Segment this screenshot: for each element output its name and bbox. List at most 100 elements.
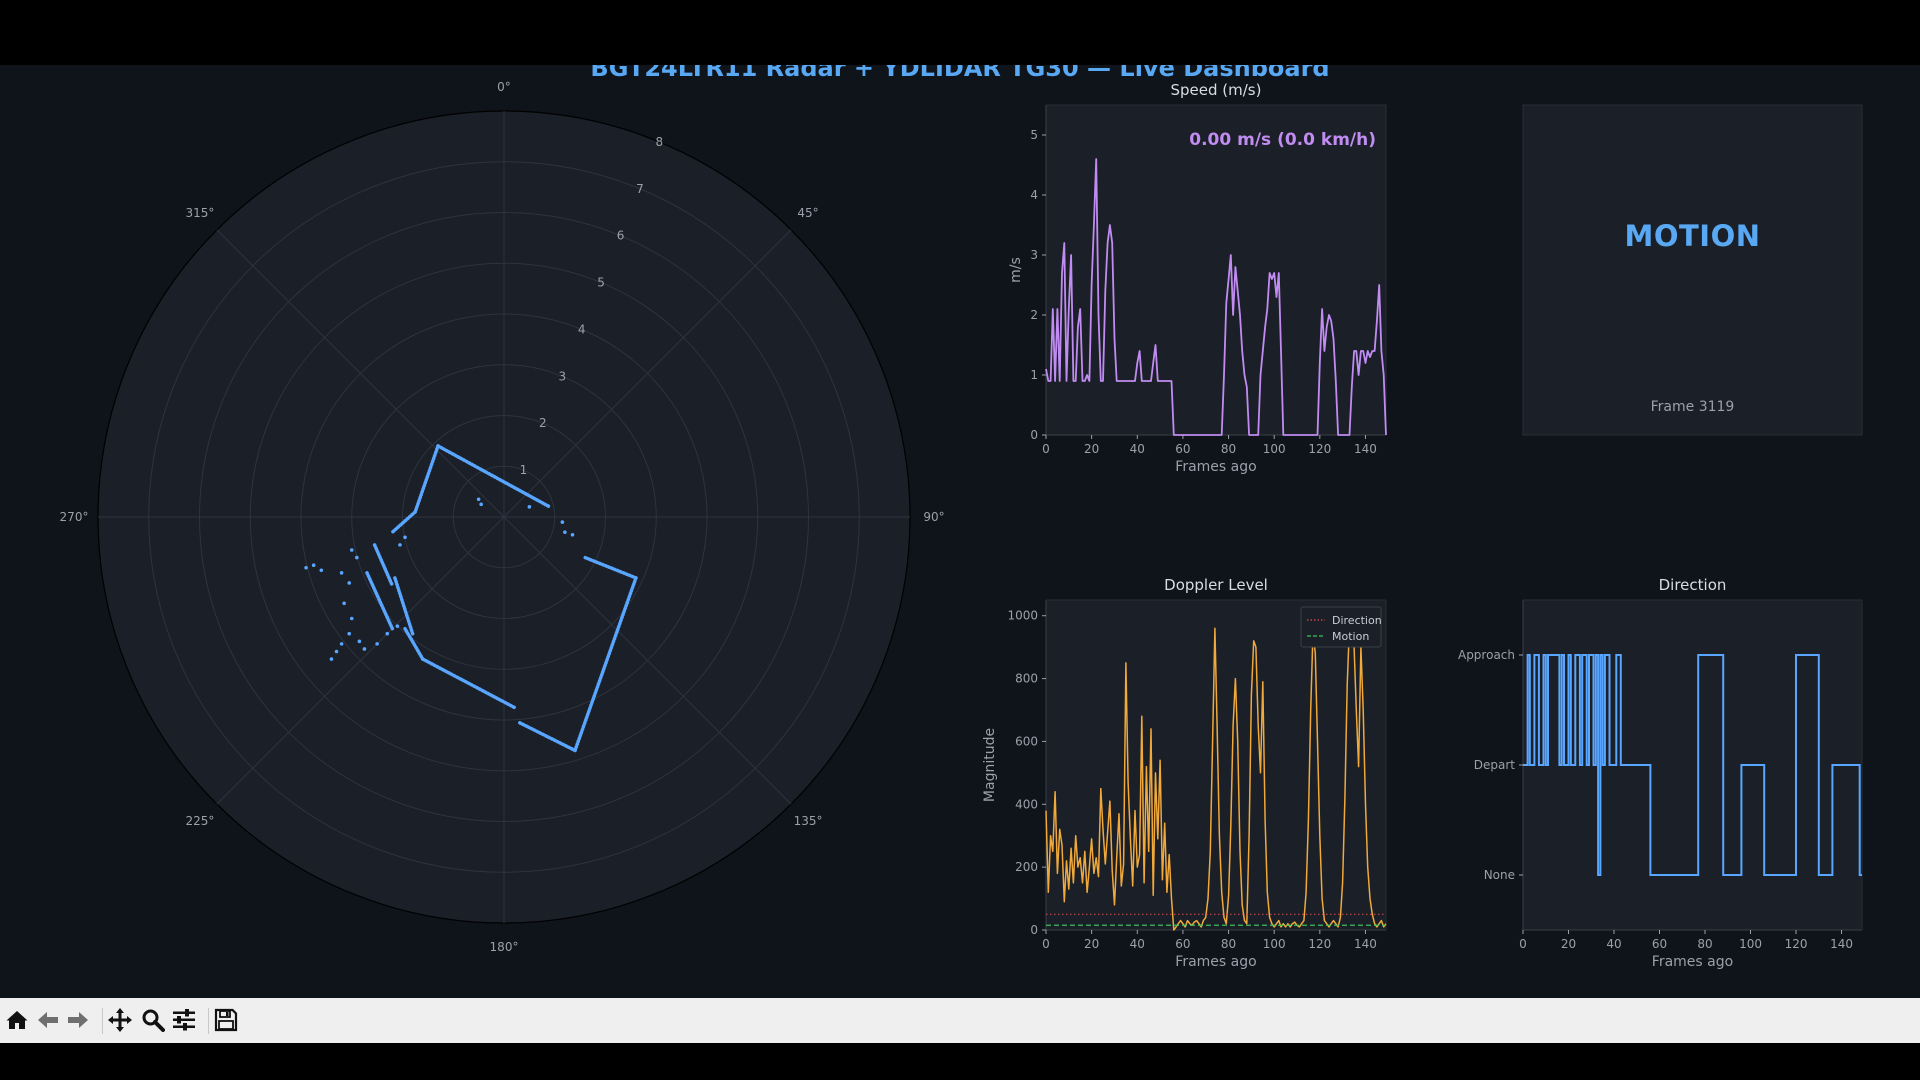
lidar-wall-segment xyxy=(436,444,552,509)
lidar-point xyxy=(560,520,565,524)
back-arrow-icon xyxy=(38,1012,58,1028)
x-tick-label: 80 xyxy=(1221,937,1236,951)
x-tick-label: 60 xyxy=(1175,442,1190,456)
plot-toolbar xyxy=(0,998,1920,1043)
lidar-point xyxy=(527,505,532,509)
y-tick-label: 4 xyxy=(1030,188,1038,202)
x-tick-label: 0 xyxy=(1519,937,1527,951)
y-tick-label: 600 xyxy=(1015,734,1038,748)
y-axis-label: m/s xyxy=(1008,257,1024,283)
save-button[interactable] xyxy=(212,1006,240,1034)
speed-readout: 0.00 m/s (0.0 km/h) xyxy=(1189,130,1376,150)
y-tick-label: 200 xyxy=(1015,860,1038,874)
lidar-point xyxy=(319,568,324,573)
polar-grid-spoke xyxy=(216,516,505,805)
lidar-point xyxy=(355,555,359,560)
lidar-wall-segment xyxy=(372,543,395,588)
lidar-point xyxy=(362,647,367,651)
lidar-point xyxy=(311,563,316,568)
polar-theta-label: 45° xyxy=(797,206,818,220)
x-tick-label: 140 xyxy=(1354,442,1377,456)
lidar-point xyxy=(347,631,352,636)
back-button[interactable] xyxy=(34,1006,62,1034)
y-tick-label: None xyxy=(1484,868,1515,882)
configure-subplots-button[interactable] xyxy=(170,1006,198,1034)
configure-subplots-icon xyxy=(173,1009,195,1031)
status-panel xyxy=(1522,104,1863,436)
zoom-icon xyxy=(142,1009,165,1032)
lidar-wall-segment xyxy=(573,576,638,753)
x-tick-label: 120 xyxy=(1308,937,1331,951)
x-axis-label: Frames ago xyxy=(1175,954,1256,970)
pan-button[interactable] xyxy=(106,1006,134,1034)
y-tick-label: Depart xyxy=(1474,758,1516,772)
polar-r-tick-label: 4 xyxy=(578,322,586,336)
lidar-point xyxy=(357,639,362,644)
lidar-point xyxy=(476,497,481,502)
toolbar-separator xyxy=(102,1008,103,1034)
x-tick-label: 80 xyxy=(1221,442,1236,456)
polar-theta-label: 0° xyxy=(497,80,511,94)
polar-theta-label: 180° xyxy=(490,940,519,954)
dashboard-title: BGT24LTR11 Radar + YDLIDAR TG30 — Live D… xyxy=(590,65,1329,82)
legend-direction-label: Direction xyxy=(1332,614,1382,627)
lidar-wall-segment xyxy=(413,444,440,514)
lidar-wall-segment xyxy=(403,626,425,661)
polar-grid-spoke xyxy=(503,516,792,805)
doppler-chart[interactable]: Doppler Level 0 20 40 60 80 100 120 140 Frames ag… xyxy=(982,576,1387,970)
polar-theta-label: 270° xyxy=(60,510,89,524)
lidar-polar-plot[interactable]: 1 2 3 4 5 6 7 8 0° 45° 90° 135° 180° 225° 270° 315° xyxy=(60,80,945,954)
lidar-point xyxy=(563,530,567,535)
y-tick-label: 5 xyxy=(1030,128,1038,142)
lidar-point xyxy=(395,624,400,628)
zoom-button[interactable] xyxy=(139,1006,167,1034)
status-panel-box xyxy=(1522,104,1863,436)
x-tick-label: 100 xyxy=(1739,937,1762,951)
polar-r-tick-label: 7 xyxy=(636,182,644,196)
polar-grid-spoke xyxy=(503,229,792,518)
x-tick-label: 140 xyxy=(1830,937,1853,951)
lidar-wall-segment xyxy=(393,576,415,636)
speed-series-line xyxy=(1045,158,1387,436)
lidar-point xyxy=(398,543,402,547)
lidar-point xyxy=(375,642,379,646)
lidar-point xyxy=(304,565,308,570)
x-tick-label: 80 xyxy=(1697,937,1712,951)
y-tick-label: 1 xyxy=(1030,368,1038,382)
frame-counter: Frame 3119 xyxy=(1650,399,1735,415)
lidar-point xyxy=(342,601,346,606)
y-tick-label: Approach xyxy=(1458,648,1515,662)
y-tick-label: 2 xyxy=(1030,308,1038,322)
x-tick-label: 120 xyxy=(1785,937,1808,951)
lidar-wall-segment xyxy=(390,510,417,534)
x-axis-label: Frames ago xyxy=(1652,954,1733,970)
polar-theta-label: 135° xyxy=(794,814,823,828)
x-tick-label: 100 xyxy=(1263,442,1286,456)
motion-status-text: MOTION xyxy=(1624,219,1761,253)
x-tick-label: 40 xyxy=(1130,937,1145,951)
polar-r-tick-label: 5 xyxy=(597,276,605,290)
home-button[interactable] xyxy=(3,1006,31,1034)
x-tick-label: 60 xyxy=(1175,937,1190,951)
forward-button[interactable] xyxy=(64,1006,92,1034)
direction-chart[interactable]: Direction 0 20 40 60 80 100 120 140 Frames ago Non… xyxy=(1458,576,1863,970)
figure-canvas[interactable]: 1 2 3 4 5 6 7 8 0° 45° 90° 135° 180° 225° 270° 315° Spe… xyxy=(0,65,1920,998)
x-tick-label: 140 xyxy=(1354,937,1377,951)
toolbar-separator xyxy=(208,1008,209,1034)
polar-theta-label: 90° xyxy=(923,510,944,524)
polar-theta-label: 315° xyxy=(185,206,214,220)
y-axis-label: Magnitude xyxy=(982,728,998,802)
y-tick-label: 400 xyxy=(1015,797,1038,811)
lidar-point xyxy=(385,631,390,636)
figure-svg: 1 2 3 4 5 6 7 8 0° 45° 90° 135° 180° 225° 270° 315° Spe… xyxy=(60,65,1863,970)
lidar-wall-segment xyxy=(583,555,638,580)
lidar-point xyxy=(329,657,334,661)
lidar-wall-segment xyxy=(517,720,577,753)
chart-title: Direction xyxy=(1659,576,1727,594)
x-tick-label: 100 xyxy=(1263,937,1286,951)
y-tick-label: 3 xyxy=(1030,248,1038,262)
forward-arrow-icon xyxy=(68,1012,88,1028)
direction-series-line xyxy=(1523,654,1862,876)
x-tick-label: 0 xyxy=(1042,937,1050,951)
